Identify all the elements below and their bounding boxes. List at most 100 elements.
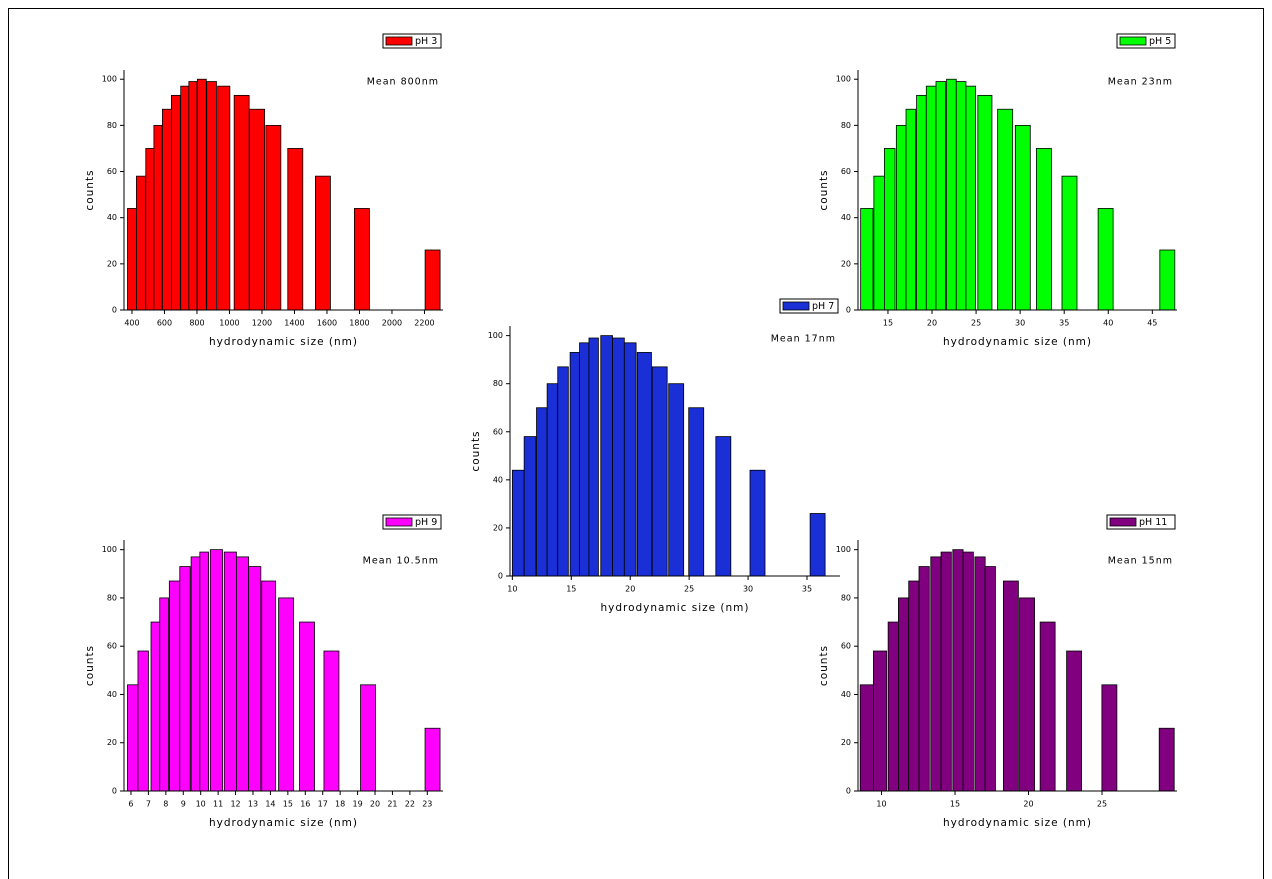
x-tick-label: 23: [422, 800, 432, 809]
x-tick-label: 10: [876, 800, 886, 809]
x-tick-label: 11: [213, 800, 223, 809]
x-tick-label: 16: [300, 800, 310, 809]
bar: [209, 549, 223, 792]
bar: [287, 148, 304, 311]
y-tick-label: 40: [107, 690, 117, 699]
bar: [1061, 175, 1078, 311]
y-tick-label: 40: [841, 213, 851, 222]
bar: [265, 124, 282, 311]
bar: [170, 94, 181, 311]
frame: [8, 8, 1264, 879]
bar: [136, 175, 146, 311]
annotation: Mean 800nm: [367, 77, 439, 88]
bar: [1101, 684, 1118, 792]
x-tick-label: 1600: [317, 319, 337, 328]
x-tick-label: 30: [743, 585, 753, 594]
bar: [150, 621, 161, 792]
x-axis-label: hydrodynamic size (nm): [943, 336, 1092, 348]
y-axis-label: counts: [818, 169, 830, 210]
bar: [1066, 650, 1082, 792]
bar: [511, 469, 525, 577]
x-tick-label: 20: [927, 319, 937, 328]
x-tick-label: 25: [1097, 800, 1107, 809]
bar: [873, 175, 885, 311]
bar: [688, 407, 705, 577]
bar: [612, 337, 625, 577]
y-axis-label: counts: [84, 169, 96, 210]
x-tick-label: 400: [124, 319, 139, 328]
bar: [557, 366, 569, 577]
bar: [997, 108, 1014, 311]
bar: [569, 352, 580, 577]
bar: [424, 249, 441, 311]
y-tick-label: 60: [841, 642, 851, 651]
annotation: Mean 10.5nm: [363, 556, 439, 567]
x-tick-label: 10: [196, 800, 206, 809]
bar: [860, 208, 874, 311]
bar: [887, 621, 899, 792]
x-tick-label: 45: [1147, 319, 1157, 328]
x-tick-label: 30: [1015, 319, 1025, 328]
bar: [248, 566, 262, 792]
bar: [223, 551, 237, 792]
bar: [955, 81, 967, 311]
x-tick-label: 2000: [382, 319, 402, 328]
x-tick-label: 15: [283, 800, 293, 809]
bar: [809, 513, 826, 577]
annotation: Mean 23nm: [1108, 77, 1173, 88]
x-tick-label: 18: [335, 800, 345, 809]
bar: [984, 566, 996, 792]
x-tick-label: 25: [684, 585, 694, 594]
x-tick-label: 12: [230, 800, 240, 809]
bar: [536, 407, 548, 577]
y-tick-label: 60: [493, 427, 503, 436]
y-tick-label: 60: [841, 167, 851, 176]
bar: [278, 597, 295, 792]
x-tick-label: 40: [1103, 319, 1113, 328]
y-tick-label: 100: [836, 545, 851, 554]
legend-label: pH 9: [415, 517, 437, 528]
x-tick-label: 15: [950, 800, 960, 809]
bar: [299, 621, 315, 792]
y-axis-label: counts: [84, 645, 96, 686]
bar: [918, 566, 930, 792]
x-tick-label: 1800: [349, 319, 369, 328]
legend-label: pH 7: [812, 301, 834, 312]
bar: [1158, 727, 1175, 792]
bar: [196, 78, 207, 311]
bar: [916, 94, 927, 311]
bar: [159, 597, 169, 792]
bar: [153, 124, 163, 311]
bar: [873, 650, 888, 792]
bar: [188, 81, 198, 311]
x-tick-label: 9: [181, 800, 186, 809]
bar: [145, 148, 155, 311]
bar: [1039, 621, 1056, 792]
bar: [249, 108, 265, 311]
y-tick-label: 0: [112, 787, 117, 796]
y-tick-label: 60: [107, 167, 117, 176]
x-tick-label: 7: [146, 800, 151, 809]
bar: [859, 684, 874, 792]
x-tick-label: 20: [1023, 800, 1033, 809]
bar: [898, 597, 910, 792]
bar: [930, 556, 942, 792]
bar: [1097, 208, 1114, 311]
bar: [523, 436, 537, 577]
bar: [908, 580, 920, 792]
legend-swatch: [385, 517, 413, 527]
x-tick-label: 20: [625, 585, 635, 594]
x-tick-label: 15: [883, 319, 893, 328]
x-tick-label: 25: [971, 319, 981, 328]
annotation: Mean 15nm: [1108, 556, 1173, 567]
bar: [651, 366, 668, 577]
y-tick-label: 20: [841, 738, 851, 747]
bar: [127, 208, 137, 311]
bar: [199, 551, 209, 792]
x-tick-label: 35: [802, 585, 812, 594]
bar: [1036, 148, 1052, 311]
y-tick-label: 100: [102, 545, 117, 554]
legend-label: pH 3: [415, 36, 437, 47]
legend-swatch: [1109, 517, 1137, 527]
bar: [579, 342, 590, 577]
